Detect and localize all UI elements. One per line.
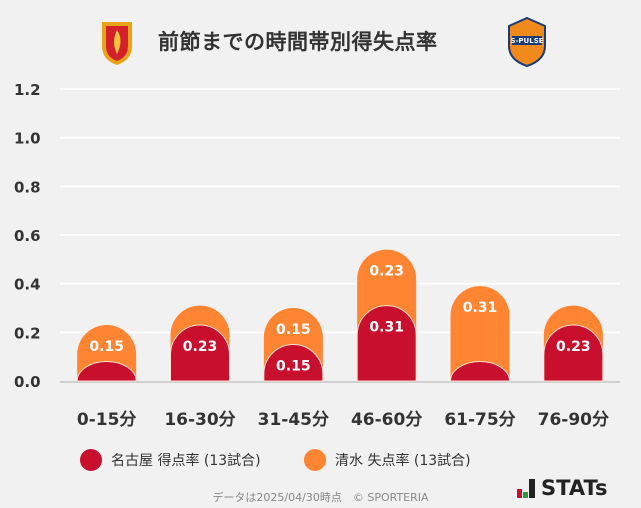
x-tick-label: 31-45分 <box>258 410 329 430</box>
svg-text:S-PULSE: S-PULSE <box>510 37 543 45</box>
legend-label: 名古屋 得点率 (13試合) <box>111 453 261 469</box>
y-tick-label: 0.4 <box>14 276 41 294</box>
bar-nagoya-scored <box>76 361 137 382</box>
legend-swatch <box>304 449 326 471</box>
footer-note: データは2025/04/30時点 © SPORTERIA <box>212 491 429 504</box>
y-tick-label: 0.8 <box>14 178 41 196</box>
stats-brand: STATs <box>541 476 608 500</box>
s-pulse-logo: S-PULSE <box>508 16 546 68</box>
data-label: 0.15 <box>276 359 311 375</box>
y-tick-label: 1.2 <box>14 81 41 99</box>
x-tick-label: 0-15分 <box>77 410 137 430</box>
y-tick-label: 1.0 <box>14 130 41 148</box>
data-label: 0.23 <box>183 339 218 355</box>
bar-nagoya-scored <box>170 324 230 382</box>
stats-bars-icon <box>517 479 535 498</box>
y-tick-label: 0.6 <box>14 227 41 245</box>
legend-swatch <box>80 449 102 471</box>
x-tick-label: 16-30分 <box>164 410 235 430</box>
x-tick-label: 61-75分 <box>444 410 515 430</box>
nagoya-logo <box>102 22 132 65</box>
legend-item-shimizu: 清水 失点率 (13試合) <box>304 449 471 471</box>
y-tick-label: 0.2 <box>14 324 41 342</box>
data-label: 0.31 <box>463 300 498 316</box>
bar-nagoya-scored <box>543 324 604 382</box>
bar-nagoya-scored <box>449 361 511 382</box>
legend-item-nagoya: 名古屋 得点率 (13試合) <box>80 449 261 471</box>
legend-label: 清水 失点率 (13試合) <box>335 453 471 469</box>
data-label: 0.23 <box>556 339 591 355</box>
data-label: 0.15 <box>89 339 124 355</box>
x-tick-label: 46-60分 <box>351 410 422 430</box>
data-label: 0.31 <box>369 320 404 336</box>
x-tick-label: 76-90分 <box>538 410 609 430</box>
data-label: 0.15 <box>276 322 311 338</box>
y-tick-label: 0.0 <box>14 373 41 391</box>
bar-nagoya-scored <box>263 344 324 382</box>
chart-title: 前節までの時間帯別得失点率 <box>158 30 438 54</box>
bar-nagoya-scored <box>356 305 417 382</box>
data-label: 0.23 <box>369 264 404 280</box>
stats-logo: STATs <box>517 477 607 499</box>
bar-shimizu-conceded <box>450 286 510 381</box>
